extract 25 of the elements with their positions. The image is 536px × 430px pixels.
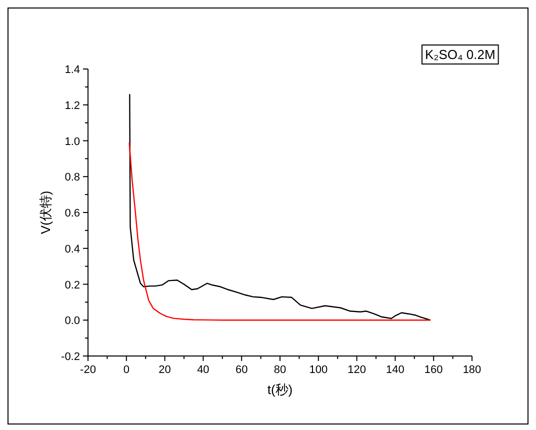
line-series bbox=[128, 142, 432, 321]
x-tick-label: -20 bbox=[80, 364, 96, 376]
x-axis-title: t(秒) bbox=[267, 382, 293, 397]
y-tick-label: 1.0 bbox=[64, 136, 80, 148]
y-tick-label: 1.4 bbox=[64, 64, 80, 76]
y-tick-label: -0.2 bbox=[61, 351, 80, 363]
x-tick-label: 0 bbox=[123, 364, 130, 376]
x-tick-label: 120 bbox=[348, 364, 366, 376]
x-tick-label: 180 bbox=[462, 364, 482, 376]
line-series bbox=[129, 94, 432, 321]
x-tick-label: 160 bbox=[424, 364, 443, 376]
y-tick-label: 1.2 bbox=[64, 100, 80, 112]
y-tick-label: 0.0 bbox=[64, 315, 80, 328]
y-tick-label: 0.4 bbox=[64, 243, 80, 256]
y-axis-title: V(伏特) bbox=[38, 190, 53, 234]
x-tick-label: 20 bbox=[158, 364, 171, 376]
y-tick-label: 0.8 bbox=[64, 172, 80, 184]
text: K₂SO₄ 0.2M bbox=[425, 47, 496, 62]
x-tick-label: 140 bbox=[386, 364, 404, 376]
x-tick-label: 100 bbox=[309, 364, 328, 376]
y-tick-label: 0.2 bbox=[64, 279, 80, 292]
y-tick-label: 0.6 bbox=[64, 208, 80, 220]
x-tick-label: 60 bbox=[235, 364, 248, 376]
x-tick-label: 40 bbox=[197, 364, 210, 376]
x-tick-label: 80 bbox=[274, 364, 286, 376]
